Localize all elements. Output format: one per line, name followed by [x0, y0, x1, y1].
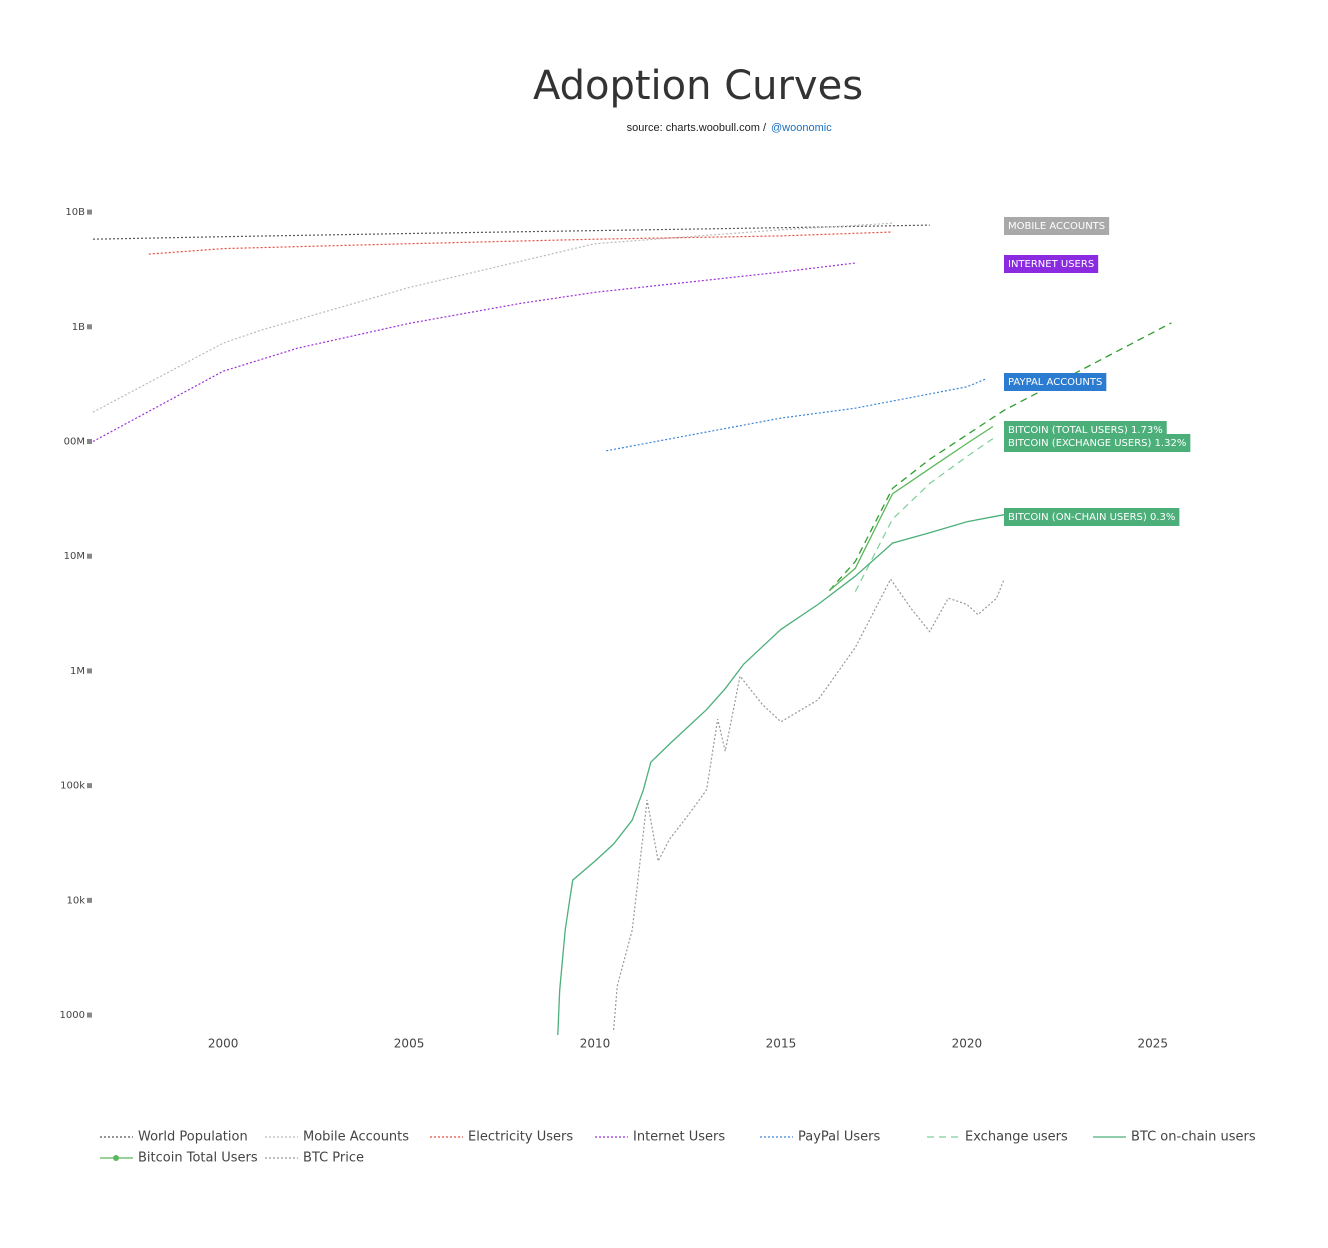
- series-line: [854, 438, 994, 592]
- annotation-text: BITCOIN (EXCHANGE USERS) 1.32%: [1008, 438, 1186, 449]
- legend-marker: [113, 1155, 119, 1161]
- annotation: BITCOIN (EXCHANGE USERS) 1.32%: [1004, 434, 1191, 452]
- y-tick-label: 00M: [64, 436, 85, 447]
- annotation-text: PAYPAL ACCOUNTS: [1008, 377, 1102, 388]
- y-tick-label: 10k: [66, 895, 85, 906]
- x-tick-label: 2000: [208, 1037, 239, 1051]
- annotation-text: INTERNET USERS: [1008, 259, 1094, 270]
- y-tick-label: 1M: [70, 666, 85, 677]
- x-tick-label: 2025: [1138, 1037, 1169, 1051]
- x-tick-label: 2020: [952, 1037, 983, 1051]
- annotation-bg: [1004, 217, 1110, 235]
- projection-line: [828, 322, 1172, 592]
- annotation: MOBILE ACCOUNTS: [1004, 217, 1110, 235]
- annotation-bg: [1004, 373, 1107, 391]
- series-line: [613, 578, 1005, 1031]
- legend-label: Electricity Users: [468, 1130, 573, 1145]
- annotation-bg: [1004, 255, 1099, 273]
- legend-label: Internet Users: [633, 1130, 725, 1145]
- legend-label: PayPal Users: [798, 1130, 881, 1145]
- annotation-text: BITCOIN (TOTAL USERS) 1.73%: [1008, 425, 1163, 436]
- y-tick-label: 1000: [60, 1010, 85, 1021]
- series-line: [92, 262, 856, 443]
- y-tick-label: 10M: [64, 551, 85, 562]
- series-line: [606, 378, 986, 452]
- legend-label: Mobile Accounts: [303, 1130, 409, 1145]
- legend-label: World Population: [138, 1130, 248, 1145]
- y-tick-mark: [87, 553, 92, 559]
- annotation-text: BITCOIN (ON-CHAIN USERS) 0.3%: [1008, 512, 1175, 523]
- x-tick-label: 2005: [394, 1037, 425, 1051]
- series-line: [148, 231, 893, 255]
- legend-label: Exchange users: [965, 1130, 1068, 1145]
- chart-title: Adoption Curves: [533, 63, 863, 109]
- series-line: [557, 514, 1005, 1036]
- annotation: PAYPAL ACCOUNTS: [1004, 373, 1107, 391]
- y-tick-mark: [87, 438, 92, 444]
- y-tick-mark: [87, 668, 92, 674]
- annotation-bg: [1004, 434, 1191, 452]
- subtitle-link[interactable]: @woonomic: [771, 122, 832, 134]
- y-tick-mark: [87, 1012, 92, 1018]
- y-tick-mark: [87, 783, 92, 789]
- annotation-bg: [1004, 508, 1180, 526]
- legend-label: Bitcoin Total Users: [138, 1151, 258, 1166]
- annotation-text: MOBILE ACCOUNTS: [1008, 221, 1105, 232]
- y-tick-label: 1B: [72, 322, 85, 333]
- x-tick-label: 2015: [766, 1037, 797, 1051]
- y-tick-mark: [87, 897, 92, 903]
- series-line: [92, 222, 893, 413]
- annotation: BITCOIN (ON-CHAIN USERS) 0.3%: [1004, 508, 1180, 526]
- annotation: INTERNET USERS: [1004, 255, 1099, 273]
- subtitle: source: charts.woobull.com /: [627, 122, 767, 134]
- legend-label: BTC on-chain users: [1131, 1130, 1256, 1145]
- y-tick-mark: [87, 324, 92, 330]
- y-tick-mark: [87, 209, 92, 215]
- series-line: [92, 224, 930, 240]
- legend-label: BTC Price: [303, 1151, 364, 1166]
- y-tick-label: 10B: [65, 207, 85, 218]
- series-line: [828, 425, 994, 592]
- y-tick-label: 100k: [60, 781, 85, 792]
- x-tick-label: 2010: [580, 1037, 611, 1051]
